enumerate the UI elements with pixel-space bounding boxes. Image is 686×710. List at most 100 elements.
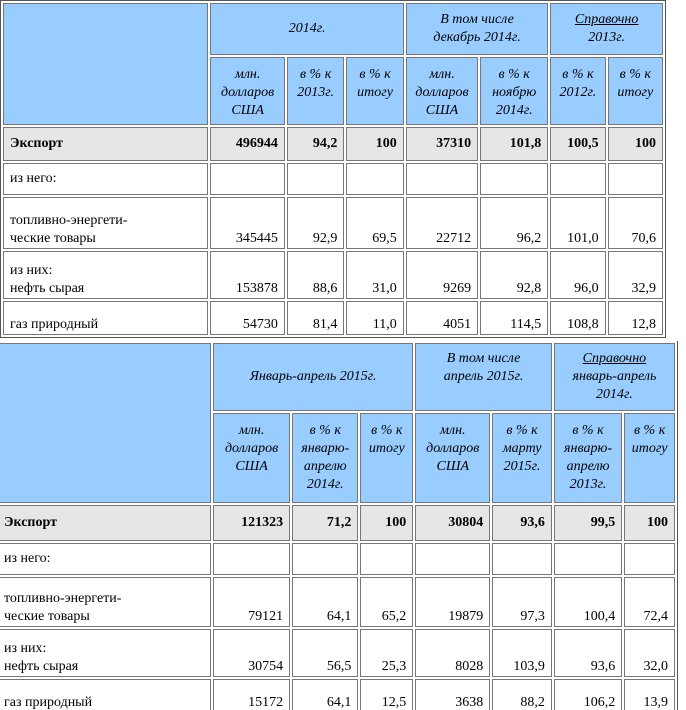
cell [415, 543, 491, 575]
cell: 121323 [212, 505, 291, 541]
cell: 25,3 [360, 629, 414, 677]
table-2015-section: Январь-апрель 2015г. В том числе апрель 2… [0, 341, 686, 710]
cell: 94,2 [286, 127, 345, 161]
row-label: Экспорт [3, 127, 209, 161]
subheader-mln-usd-month: млн. долларов США [415, 413, 491, 503]
table-row-fuel-energy: топливно-энергети-ческие товары 79121 64… [0, 577, 675, 627]
row-label: газ природный [0, 679, 211, 710]
table-row-crude-oil: из них: нефть сырая 153878 88,6 31,0 9269… [3, 251, 663, 299]
header-period: Январь-апрель 2015г. [212, 343, 414, 411]
cell: 79121 [212, 577, 291, 627]
subheader-mln-usd: млн. долларов США [212, 413, 291, 503]
cell: 103,9 [492, 629, 552, 677]
cell: 30804 [415, 505, 491, 541]
cell: 54730 [210, 301, 285, 335]
cell: 22712 [405, 197, 479, 249]
cell: 96,0 [550, 251, 606, 299]
header-including: В том числе апрель 2015г. [415, 343, 552, 411]
cell: 106,2 [553, 679, 623, 710]
row-label: газ природный [3, 301, 209, 335]
cell: 71,2 [292, 505, 359, 541]
cell: 100 [624, 505, 675, 541]
subheader-mln-usd-month: млн. долларов США [405, 57, 479, 125]
cell: 15172 [212, 679, 291, 710]
cell: 100,4 [553, 577, 623, 627]
table-2014-section: 2014г. В том числе декабрь 2014г. Справоч… [0, 0, 686, 341]
table-row-fuel-energy: топливно-энергети-ческие товары 345445 9… [3, 197, 663, 249]
cell [292, 543, 359, 575]
cell: 100,5 [550, 127, 606, 161]
cell: 93,6 [553, 629, 623, 677]
cell: 100 [607, 127, 663, 161]
cell: 153878 [210, 251, 285, 299]
cell: 12,8 [607, 301, 663, 335]
header-including: В том числе декабрь 2014г. [405, 3, 549, 55]
cell [624, 543, 675, 575]
cell: 30754 [212, 629, 291, 677]
subheader-ref-pct-period: в % к январю-апрелю 2013г. [553, 413, 623, 503]
cell-highlighted-blue: 64,1 [292, 679, 359, 710]
cell: 97,3 [492, 577, 552, 627]
cell [360, 543, 414, 575]
cell [553, 543, 623, 575]
cell: 99,5 [553, 505, 623, 541]
cell: 8028 [415, 629, 491, 677]
cell: 32,0 [624, 629, 675, 677]
cell: 100 [346, 127, 404, 161]
cell-highlighted-red: 88,6 [286, 251, 345, 299]
subheader-pct-prev-month: в % к ноябрю 2014г. [480, 57, 549, 125]
header-reference: Справочно январь-апрель 2014г. [553, 343, 675, 411]
cell: 12,5 [360, 679, 414, 710]
subheader-pct-total: в % к итогу [360, 413, 414, 503]
cell [480, 163, 549, 195]
cell: 92,8 [480, 251, 549, 299]
cell [405, 163, 479, 195]
header-reference: Справочно 2013г. [550, 3, 663, 55]
table-row-natural-gas: газ природный 54730 81,4 11,0 4051 114,5… [3, 301, 663, 335]
subheader-pct-prev-month: в % к марту 2015г. [492, 413, 552, 503]
subheader-pct-prev-year: в % к 2013г. [286, 57, 345, 125]
export-table-2014: 2014г. В том числе декабрь 2014г. Справоч… [0, 0, 666, 338]
cell: 70,6 [607, 197, 663, 249]
row-label: Экспорт [0, 505, 211, 541]
cell: 72,4 [624, 577, 675, 627]
cell: 31,0 [346, 251, 404, 299]
table-row-natural-gas: газ природный 15172 64,1 12,5 3638 88,2 … [0, 679, 675, 710]
cell: 64,1 [292, 577, 359, 627]
subheader-mln-usd: млн. долларов США [210, 57, 285, 125]
cell: 496944 [210, 127, 285, 161]
cell: 92,9 [286, 197, 345, 249]
subheader-pct-total: в % к итогу [346, 57, 404, 125]
cell: 345445 [210, 197, 285, 249]
cell: 69,5 [346, 197, 404, 249]
row-label: из него: [0, 543, 211, 575]
cell: 108,8 [550, 301, 606, 335]
cell-highlighted-blue: 81,4 [286, 301, 345, 335]
row-label: из них: нефть сырая [3, 251, 209, 299]
subheader-ref-pct-year: в % к 2012г. [550, 57, 606, 125]
cell: 96,2 [480, 197, 549, 249]
cell [492, 543, 552, 575]
corner-cell [0, 343, 211, 503]
table-row-of-which: из него: [3, 163, 663, 195]
export-table-2015: Январь-апрель 2015г. В том числе апрель 2… [0, 341, 678, 710]
cell: 9269 [405, 251, 479, 299]
cell: 100 [360, 505, 414, 541]
cell: 93,6 [492, 505, 552, 541]
cell [550, 163, 606, 195]
cell: 19879 [415, 577, 491, 627]
cell: 65,2 [360, 577, 414, 627]
subheader-ref-pct-total: в % к итогу [624, 413, 675, 503]
cell [346, 163, 404, 195]
subheader-ref-pct-total: в % к итогу [607, 57, 663, 125]
row-label: из него: [3, 163, 209, 195]
cell: 4051 [405, 301, 479, 335]
cell [210, 163, 285, 195]
corner-cell [3, 3, 209, 125]
table-row-of-which: из него: [0, 543, 675, 575]
cell: 114,5 [480, 301, 549, 335]
cell [607, 163, 663, 195]
table-row-export: Экспорт 496944 94,2 100 37310 101,8 100,… [3, 127, 663, 161]
subheader-pct-prev-period: в % к январю-апрелю 2014г. [292, 413, 359, 503]
table-row-crude-oil: из них: нефть сырая 30754 56,5 25,3 8028 … [0, 629, 675, 677]
